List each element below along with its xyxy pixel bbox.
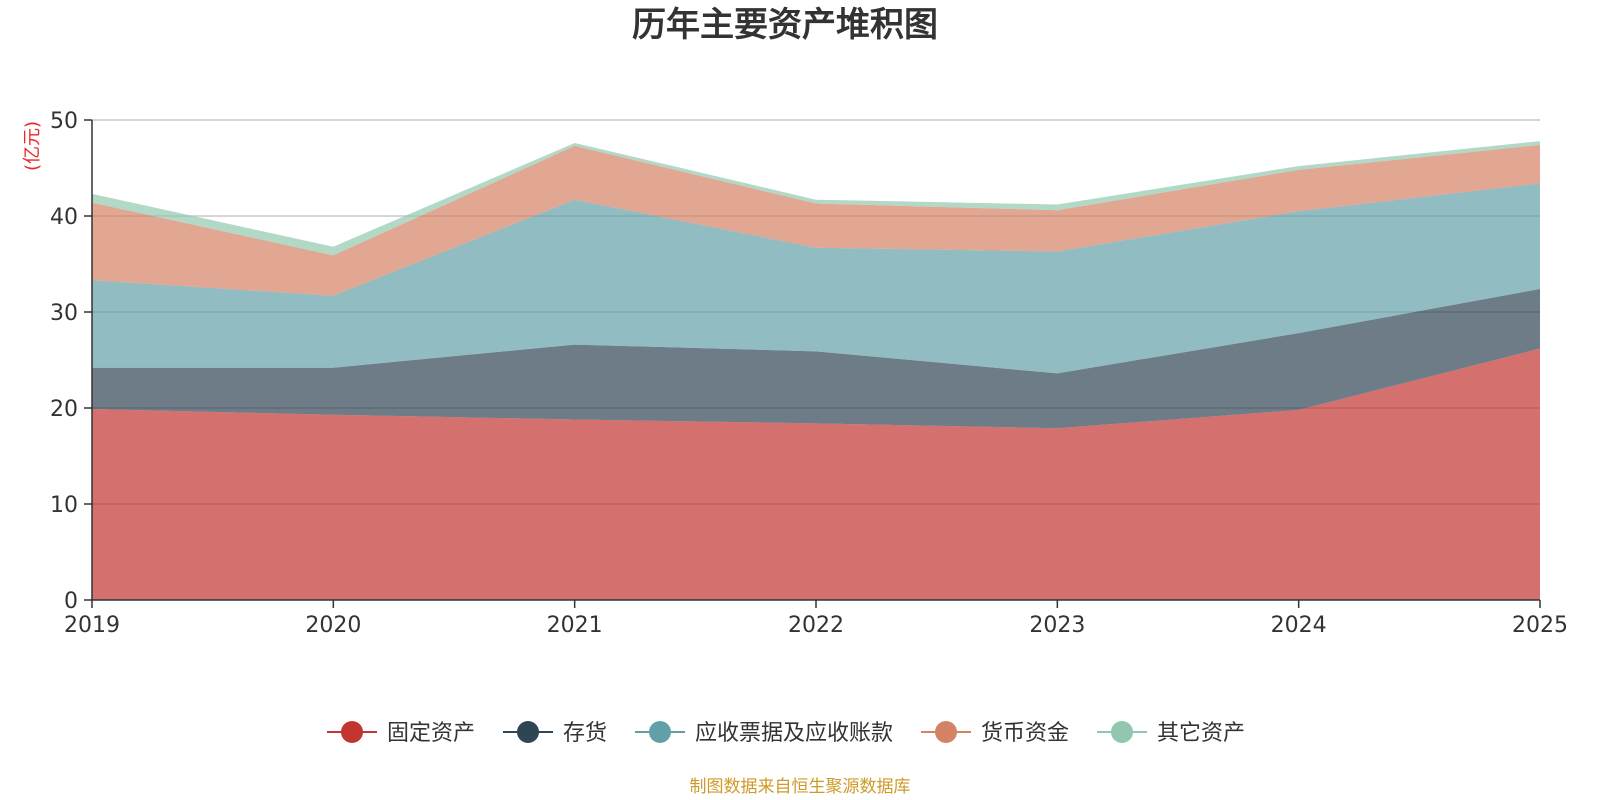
legend-label: 其它资产 (1157, 721, 1245, 746)
area-存货 (92, 289, 1540, 429)
area-应收票据及应收账款 (92, 183, 1540, 374)
legend-label: 固定资产 (387, 721, 475, 746)
x-tick-label: 2025 (1512, 613, 1568, 638)
legend-item: 固定资产 (327, 721, 475, 746)
legend-item: 存货 (503, 721, 607, 746)
x-tick-label: 2022 (788, 613, 844, 638)
legend-item: 其它资产 (1097, 721, 1245, 746)
y-tick-label: 50 (50, 109, 78, 134)
area-固定资产 (92, 348, 1540, 600)
legend: 固定资产 存货 应收票据及应收账款 货币资金 其它资产 (327, 721, 1245, 746)
legend-marker (1111, 721, 1133, 743)
y-tick-label: 30 (50, 301, 78, 326)
chart-title: 历年主要资产堆积图 (632, 5, 938, 45)
legend-marker (341, 721, 363, 743)
y-tick-label: 20 (50, 397, 78, 422)
legend-label: 应收票据及应收账款 (695, 721, 893, 746)
legend-item: 应收票据及应收账款 (635, 721, 893, 746)
y-axis-unit-label: (亿元) (22, 121, 43, 171)
legend-item: 货币资金 (921, 721, 1069, 746)
y-tick-label: 10 (50, 493, 78, 518)
area-货币资金 (92, 145, 1540, 296)
legend-marker (649, 721, 671, 743)
legend-marker (517, 721, 539, 743)
x-tick-label: 2021 (547, 613, 603, 638)
legend-label: 存货 (563, 721, 607, 746)
legend-label: 货币资金 (981, 721, 1069, 746)
x-tick-label: 2020 (305, 613, 361, 638)
x-tick-label: 2023 (1029, 613, 1085, 638)
x-tick-label: 2019 (64, 613, 120, 638)
y-tick-label: 40 (50, 205, 78, 230)
data-source-note: 制图数据来自恒生聚源数据库 (690, 777, 911, 797)
axes: 0 10 20 30 40 50 2019 2020 2021 2022 2023 2024 2025 (50, 109, 1568, 638)
area-series (92, 141, 1540, 600)
legend-marker (935, 721, 957, 743)
x-tick-label: 2024 (1271, 613, 1327, 638)
y-tick-label: 0 (64, 589, 78, 614)
